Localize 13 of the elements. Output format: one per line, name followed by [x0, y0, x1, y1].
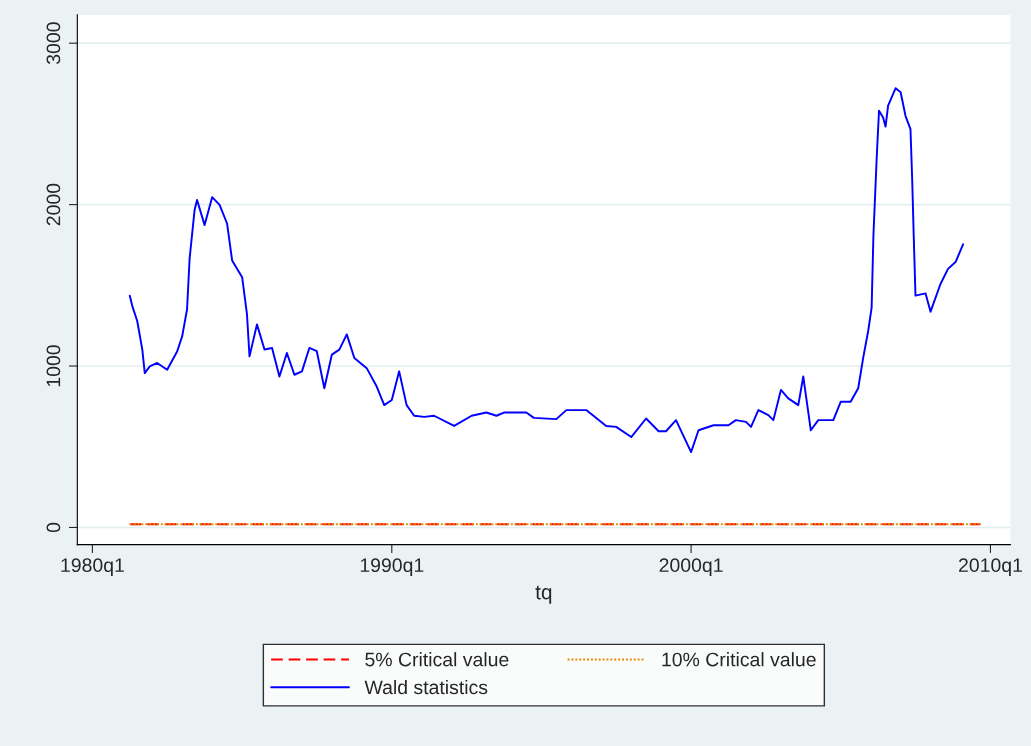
x-tick-label: 2000q1: [659, 558, 723, 576]
legend-label: Wald statistics: [364, 679, 488, 695]
x-tick-label: 1990q1: [360, 558, 424, 576]
y-tick-label: 3000: [46, 22, 61, 65]
x-tick-label: 1980q1: [61, 558, 124, 576]
y-tick-label: 1000: [46, 345, 61, 387]
y-tick-label: 2000: [46, 183, 61, 226]
line-series: [128, 87, 965, 454]
legend-label: 10% Critical value: [662, 652, 816, 667]
x-axis-title: tq: [535, 585, 552, 604]
x-tick-label: 2010q1: [959, 558, 1022, 576]
y-tick-label: 0: [46, 522, 61, 533]
legend-label: 5% Critical value: [365, 652, 509, 667]
